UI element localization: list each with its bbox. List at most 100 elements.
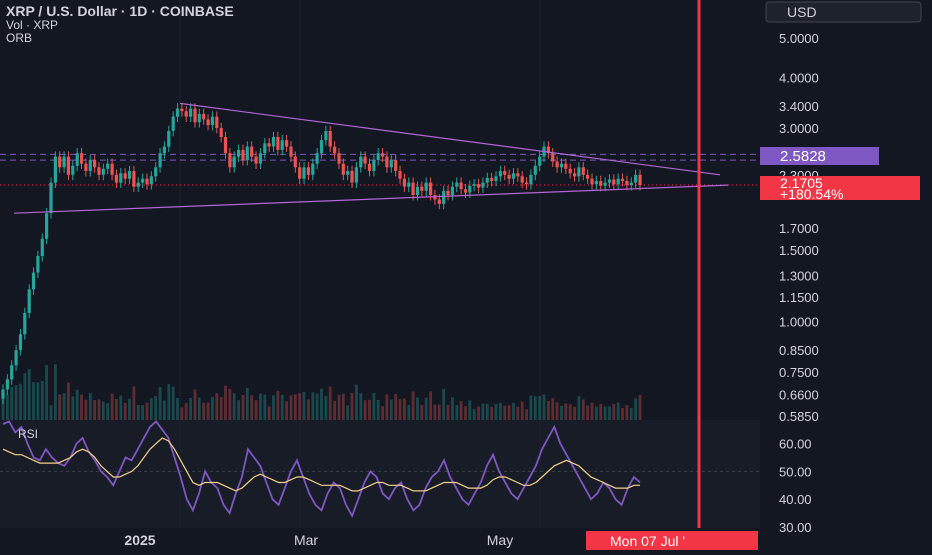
candle <box>206 114 210 131</box>
currency-button[interactable] <box>765 1 922 23</box>
volume-bar <box>189 397 192 420</box>
candle <box>84 158 88 177</box>
price-tick-label: 0.7500 <box>779 365 819 380</box>
price-tick-label: 5.0000 <box>779 31 819 46</box>
candle <box>241 144 245 166</box>
candle <box>302 162 306 184</box>
volume-bar <box>171 386 175 420</box>
candle <box>433 189 437 205</box>
volume-bar <box>621 408 624 420</box>
volume-bar <box>355 384 358 420</box>
candle <box>162 141 166 159</box>
candle <box>354 162 358 188</box>
volume-bar <box>245 388 249 420</box>
candle <box>110 158 114 181</box>
volume-bar <box>599 403 603 420</box>
volume-bar <box>573 406 576 420</box>
candle <box>145 173 149 190</box>
volume-bar <box>560 405 563 420</box>
candle <box>31 267 36 295</box>
candle <box>341 158 345 181</box>
volume-bar <box>36 382 40 420</box>
candle <box>599 175 603 192</box>
candle <box>607 174 612 188</box>
volume-bar <box>1 396 5 420</box>
volume-legend[interactable]: Vol · XRP <box>6 18 58 32</box>
candle <box>298 162 302 184</box>
volume-bar <box>14 385 18 420</box>
volume-bar <box>551 398 555 420</box>
symbol-title[interactable]: XRP / U.S. Dollar · 1D · COINBASE <box>6 3 234 19</box>
volume-bar <box>346 405 350 420</box>
candle <box>258 148 262 169</box>
rsi-legend[interactable]: RSI <box>18 427 38 441</box>
rsi-tick-label: 60.00 <box>779 437 812 452</box>
candle <box>141 173 145 188</box>
volume-bar <box>228 388 232 420</box>
volume-bar <box>62 393 66 420</box>
candle <box>254 151 258 169</box>
price-tick-label: 1.1500 <box>779 290 819 305</box>
volume-bar <box>158 387 162 420</box>
candle <box>503 165 507 181</box>
volume-bar <box>293 394 297 420</box>
candle <box>538 151 542 172</box>
candle <box>175 103 180 122</box>
candle <box>625 175 629 191</box>
volume-bar <box>516 406 520 420</box>
price-axis[interactable] <box>760 0 932 550</box>
volume-bar <box>254 400 258 420</box>
volume-bar <box>324 395 328 420</box>
volume-bar <box>280 395 284 420</box>
volume-bar <box>350 392 354 420</box>
candle <box>271 131 276 152</box>
orb-legend[interactable]: ORB <box>6 31 32 45</box>
volume-bar <box>302 392 306 420</box>
volume-bar <box>416 397 419 420</box>
volume-bar <box>529 395 533 420</box>
candle <box>14 345 18 371</box>
volume-bar <box>507 405 511 420</box>
candle <box>106 158 110 175</box>
volume-bar <box>464 406 467 420</box>
candle <box>167 125 171 152</box>
candle <box>132 165 136 193</box>
volume-bar <box>71 396 75 420</box>
candle <box>359 151 363 173</box>
volume-bar <box>45 365 48 420</box>
volume-bar <box>132 386 136 420</box>
candle <box>612 174 616 190</box>
volume-bar <box>10 387 14 420</box>
candle <box>350 165 354 188</box>
volume-bar <box>119 395 123 420</box>
candle <box>171 111 175 137</box>
volume-bar <box>503 405 507 420</box>
last-price-value: 2.1705 <box>780 175 823 191</box>
volume-bar <box>385 394 389 420</box>
volume-bar <box>250 395 254 420</box>
time-axis[interactable] <box>0 528 760 550</box>
volume-bar <box>241 395 245 420</box>
volume-bar <box>407 405 411 420</box>
volume-bar <box>224 385 227 420</box>
volume-bar <box>616 402 620 420</box>
trendline-resistance[interactable] <box>179 102 721 176</box>
trendline-support[interactable] <box>13 184 729 214</box>
volume-bar <box>629 407 633 420</box>
volume-bar <box>429 391 432 420</box>
volume-bar <box>219 397 223 420</box>
candle <box>53 151 57 188</box>
volume-bar <box>608 406 611 420</box>
candle <box>620 173 625 187</box>
candle <box>79 148 84 169</box>
candle <box>311 158 315 181</box>
volume-bar <box>568 404 572 420</box>
volume-bar <box>455 405 459 420</box>
volume-bar <box>333 400 336 420</box>
rsi-line <box>2 420 641 519</box>
rsi-pane[interactable] <box>0 420 760 528</box>
volume-bar <box>237 400 240 420</box>
price-tick-label: 0.8500 <box>779 343 819 358</box>
